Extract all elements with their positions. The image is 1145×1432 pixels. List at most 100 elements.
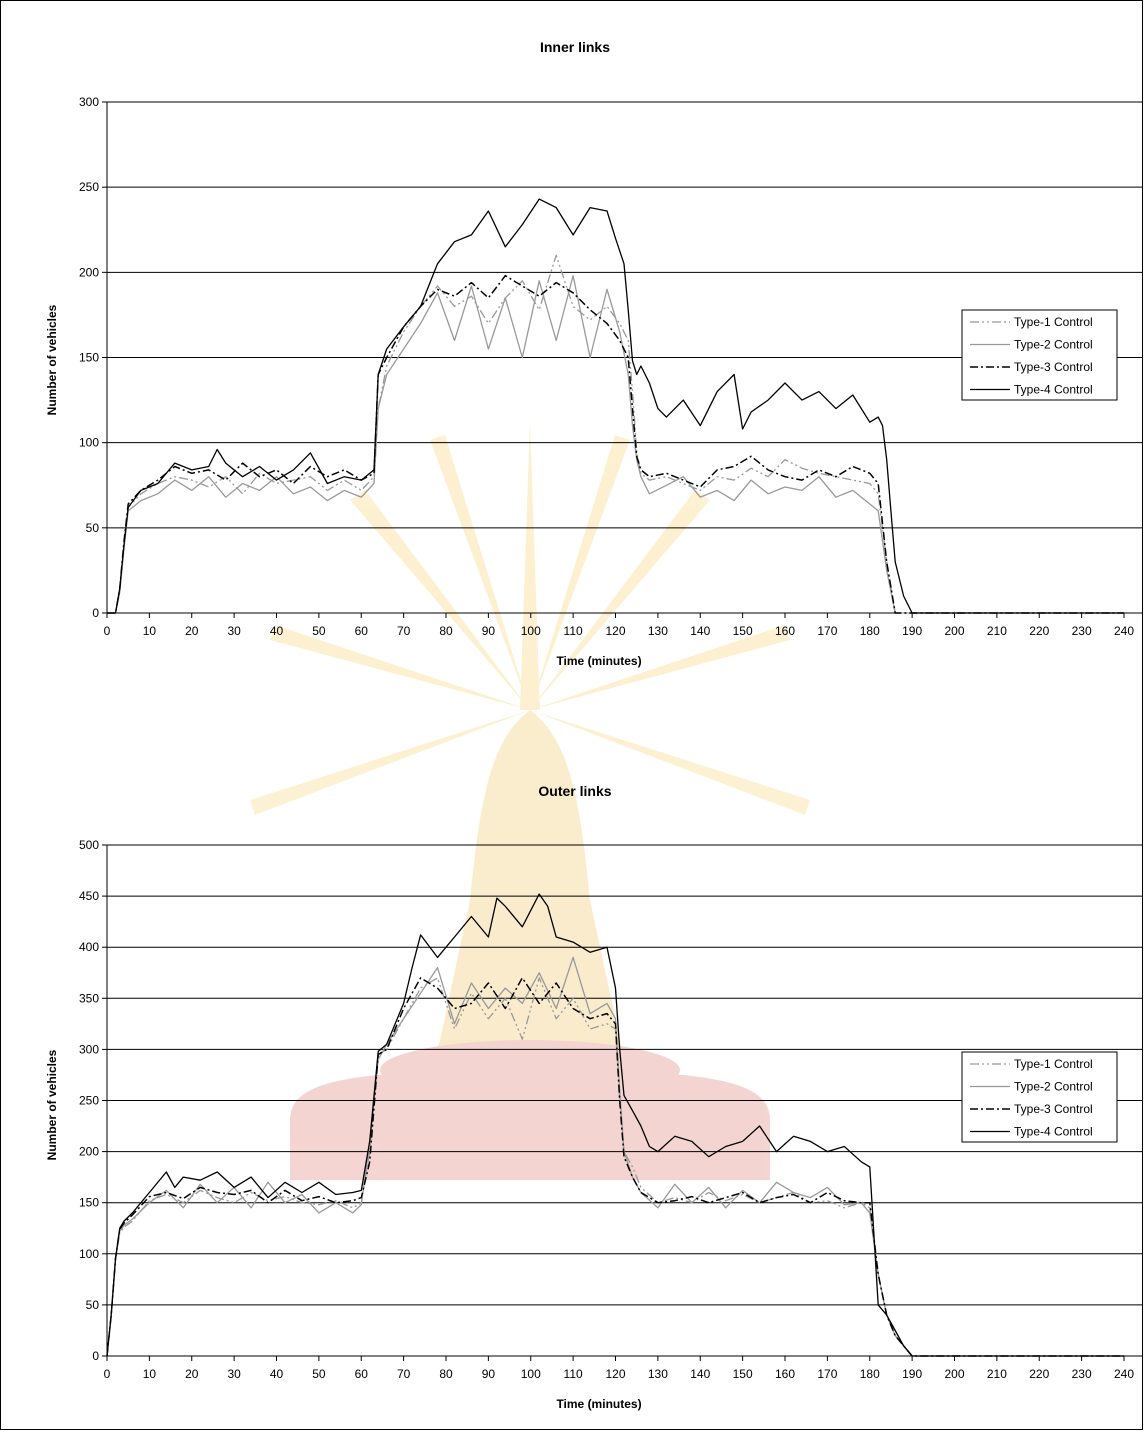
y-tick-label: 500: [79, 838, 99, 852]
x-tick-label: 150: [733, 1367, 753, 1381]
legend-label: Type-1 Control: [1014, 1057, 1093, 1071]
x-tick-label: 210: [987, 1367, 1007, 1381]
legend-box: [961, 1051, 1118, 1143]
legend-label: Type-1 Control: [1014, 315, 1093, 329]
x-tick-label: 80: [439, 1367, 453, 1381]
x-tick-label: 220: [1029, 1367, 1049, 1381]
series-line-type-4-control: [107, 198, 1124, 614]
y-tick-label: 0: [92, 1349, 99, 1363]
series-line-type-1-control: [107, 254, 1124, 614]
x-tick-label: 230: [1072, 1367, 1092, 1381]
x-tick-label: 170: [817, 624, 837, 638]
x-tick-label: 50: [312, 624, 326, 638]
y-tick-label: 300: [79, 95, 99, 109]
x-tick-label: 70: [397, 1367, 411, 1381]
x-tick-label: 190: [902, 1367, 922, 1381]
tick-labels: 0 50 100 150 200 250 300 350 400 450 500 0 10 20 30 40 5…: [79, 838, 1134, 1381]
legend: Type-1 Control Type-2 Control Type-3 Contr…: [961, 309, 1118, 401]
legend: Type-1 Control Type-2 Control Type-3 Contr…: [961, 1051, 1118, 1143]
x-tick-label: 160: [775, 1367, 795, 1381]
x-tick-label: 10: [143, 1367, 157, 1381]
y-tick-label: 200: [79, 1145, 99, 1159]
x-tick-label: 40: [270, 1367, 284, 1381]
x-tick-label: 200: [944, 624, 964, 638]
x-tick-label: 120: [605, 1367, 625, 1381]
legend-label: Type-3 Control: [1014, 1102, 1093, 1116]
y-tick-label: 150: [79, 1196, 99, 1210]
x-tick-label: 20: [185, 624, 199, 638]
y-tick-label: 450: [79, 889, 99, 903]
x-tick-label: 60: [355, 1367, 369, 1381]
y-tick-label: 50: [86, 521, 100, 535]
x-tick-label: 50: [312, 1367, 326, 1381]
x-tick-label: 30: [227, 1367, 241, 1381]
series-layer: [106, 893, 1124, 1357]
x-tick-label: 180: [860, 1367, 880, 1381]
x-tick-label: 190: [902, 624, 922, 638]
x-tick-label: 130: [648, 624, 668, 638]
x-tick-label: 110: [564, 624, 583, 638]
x-tick-label: 100: [521, 624, 541, 638]
x-tick-label: 60: [355, 624, 369, 638]
tick-labels: 0 50 100 150 200 250 300 0 10 20 30 40 50 60 70 80 90 100…: [79, 95, 1134, 638]
series-layer: [107, 198, 1124, 614]
series-line-type-3-control: [106, 977, 1124, 1357]
chart-title: Outer links: [538, 783, 611, 799]
x-axis-title: Time (minutes): [556, 654, 641, 668]
legend-label: Type-3 Control: [1014, 360, 1093, 374]
series-line-type-1-control: [106, 977, 1124, 1357]
x-tick-label: 0: [104, 624, 111, 638]
x-tick-label: 80: [439, 624, 453, 638]
legend-label: Type-2 Control: [1014, 1080, 1093, 1094]
x-tick-label: 90: [482, 1367, 496, 1381]
y-tick-label: 400: [79, 940, 99, 954]
x-tick-label: 120: [605, 624, 625, 638]
x-tick-label: 140: [690, 624, 710, 638]
y-axis-title: Number of vehicles: [45, 304, 59, 415]
x-tick-label: 160: [775, 624, 795, 638]
series-line-type-4-control: [106, 893, 1124, 1357]
x-tick-label: 180: [860, 624, 880, 638]
legend-box: [961, 309, 1118, 401]
chart-outer-links: Outer links Number of vehicles Time (min…: [45, 783, 1143, 1411]
x-tick-label: 0: [104, 1367, 111, 1381]
x-tick-label: 200: [944, 1367, 964, 1381]
x-tick-label: 150: [733, 624, 753, 638]
y-tick-label: 350: [79, 991, 99, 1005]
series-line-type-2-control: [106, 956, 1124, 1357]
series-line-type-2-control: [107, 275, 1124, 614]
series-line-type-3-control: [107, 274, 1124, 614]
legend-label: Type-2 Control: [1014, 338, 1093, 352]
x-tick-label: 230: [1072, 624, 1092, 638]
x-tick-label: 220: [1029, 624, 1049, 638]
x-tick-label: 70: [397, 624, 411, 638]
y-tick-label: 250: [79, 180, 99, 194]
chart-inner-links: Inner links Number of vehicles Time (min…: [45, 39, 1143, 668]
x-tick-label: 100: [521, 1367, 541, 1381]
y-axis-title: Number of vehicles: [45, 1049, 59, 1160]
y-tick-label: 250: [79, 1094, 99, 1108]
legend-label: Type-4 Control: [1014, 1125, 1093, 1139]
x-tick-label: 240: [1114, 624, 1134, 638]
x-tick-label: 90: [482, 624, 496, 638]
x-tick-label: 30: [227, 624, 241, 638]
x-tick-label: 140: [690, 1367, 710, 1381]
y-tick-label: 0: [92, 606, 99, 620]
chart-title: Inner links: [540, 39, 610, 55]
x-tick-label: 130: [648, 1367, 668, 1381]
x-tick-label: 110: [564, 1367, 583, 1381]
y-tick-label: 100: [79, 436, 99, 450]
y-tick-label: 100: [79, 1247, 99, 1261]
x-tick-label: 20: [185, 1367, 199, 1381]
x-tick-label: 240: [1114, 1367, 1134, 1381]
y-tick-label: 300: [79, 1042, 99, 1056]
x-tick-label: 10: [143, 624, 157, 638]
y-tick-label: 200: [79, 265, 99, 279]
y-tick-label: 150: [79, 351, 99, 365]
x-tick-label: 210: [987, 624, 1007, 638]
y-tick-label: 50: [86, 1298, 100, 1312]
x-axis-title: Time (minutes): [556, 1397, 641, 1411]
x-tick-label: 40: [270, 624, 284, 638]
x-tick-label: 170: [817, 1367, 837, 1381]
